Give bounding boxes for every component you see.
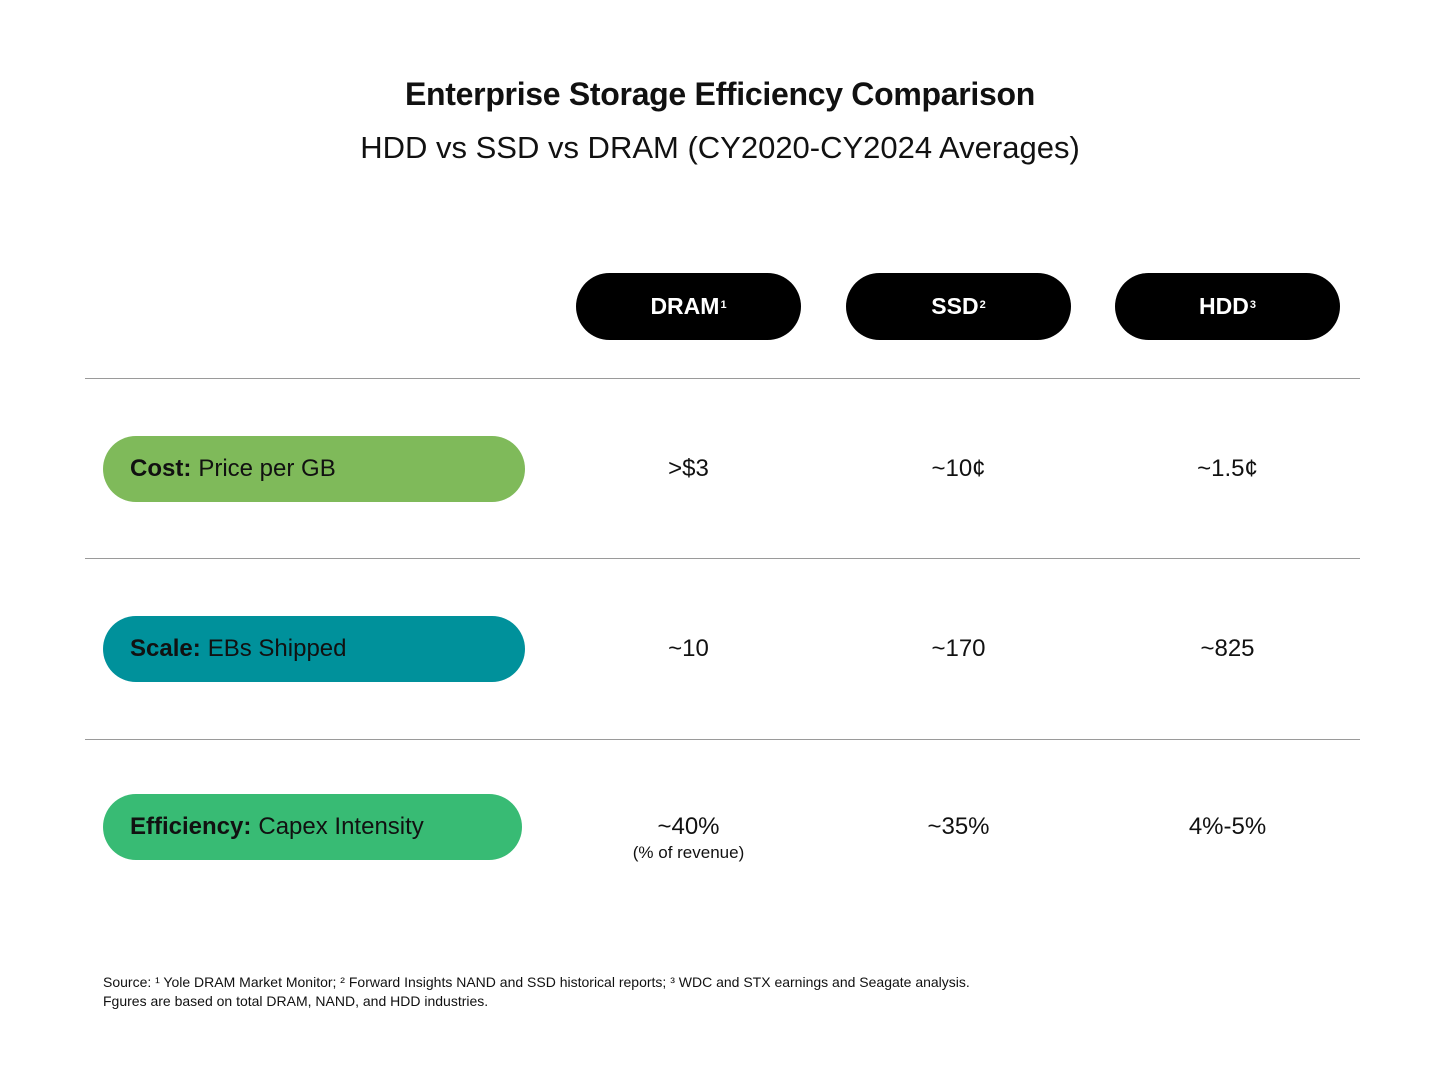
- cell-cost-dram: >$3: [576, 455, 801, 483]
- cell-cost-hdd: ~1.5¢: [1115, 455, 1340, 483]
- row-metric: EBs Shipped: [207, 635, 347, 662]
- table-divider: [85, 558, 1360, 559]
- cell-efficiency-hdd: 4%-5%: [1115, 813, 1340, 841]
- table-divider: [85, 378, 1360, 379]
- row-metric: Capex Intensity: [258, 813, 424, 840]
- column-header-hdd: HDD 3: [1115, 273, 1340, 340]
- cell-scale-ssd: ~170: [846, 635, 1071, 663]
- chart-subtitle: HDD vs SSD vs DRAM (CY2020-CY2024 Averag…: [360, 130, 1080, 165]
- row-label-scale: Scale: EBs Shipped: [103, 616, 525, 682]
- footnote-marker: 2: [979, 298, 986, 311]
- cell-value: ~10: [668, 635, 709, 662]
- column-header-label: SSD: [931, 293, 979, 319]
- cell-value: ~825: [1200, 635, 1255, 662]
- column-header-label: DRAM: [650, 293, 720, 319]
- source-line: Source: ¹ Yole DRAM Market Monitor; ² Fo…: [103, 974, 970, 990]
- row-label-cost: Cost: Price per GB: [103, 436, 525, 502]
- cell-value: ~40%: [657, 813, 720, 840]
- cell-value: ~1.5¢: [1197, 455, 1258, 482]
- row-label-efficiency: Efficiency: Capex Intensity: [103, 794, 522, 860]
- cell-scale-hdd: ~825: [1115, 635, 1340, 663]
- cell-efficiency-ssd: ~35%: [846, 813, 1071, 841]
- figures-note: Fgures are based on total DRAM, NAND, an…: [103, 993, 489, 1009]
- column-header-ssd: SSD 2: [846, 273, 1071, 340]
- cell-cost-ssd: ~10¢: [846, 455, 1071, 483]
- row-category: Efficiency:: [130, 813, 252, 840]
- chart-title: Enterprise Storage Efficiency Comparison: [405, 76, 1035, 112]
- cell-note: (% of revenue): [632, 843, 745, 862]
- row-category: Scale:: [130, 635, 201, 662]
- row-metric: Price per GB: [198, 455, 336, 482]
- row-category: Cost:: [130, 455, 192, 482]
- cell-value: 4%-5%: [1188, 813, 1267, 840]
- source-footnote: Source: ¹ Yole DRAM Market Monitor; ² Fo…: [103, 973, 970, 1011]
- table-divider: [85, 739, 1360, 740]
- cell-value: >$3: [668, 455, 709, 482]
- footnote-marker: 3: [1249, 298, 1256, 311]
- column-header-dram: DRAM 1: [576, 273, 801, 340]
- cell-scale-dram: ~10: [576, 635, 801, 663]
- cell-efficiency-dram: ~40% (% of revenue): [576, 813, 801, 863]
- cell-value: ~35%: [927, 813, 990, 840]
- cell-value: ~10¢: [931, 455, 986, 482]
- column-header-label: HDD: [1199, 293, 1249, 319]
- cell-value: ~170: [931, 635, 986, 662]
- footnote-marker: 1: [720, 298, 727, 311]
